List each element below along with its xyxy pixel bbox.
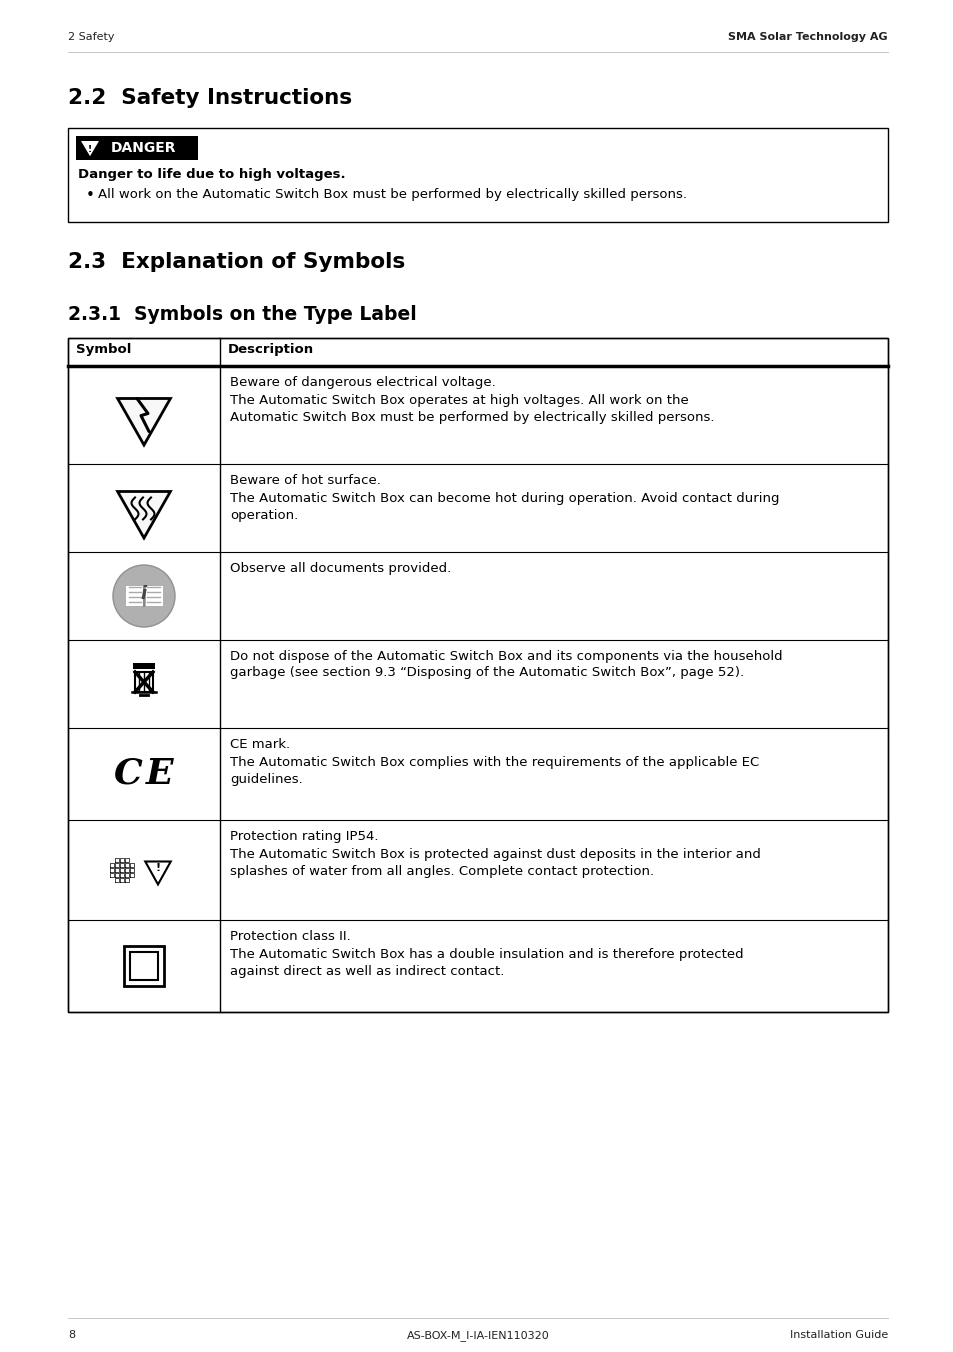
Text: •: • bbox=[86, 188, 94, 203]
Text: AS-BOX-M_I-IA-IEN110320: AS-BOX-M_I-IA-IEN110320 bbox=[406, 1330, 549, 1341]
Text: The Automatic Switch Box operates at high voltages. All work on the
Automatic Sw: The Automatic Switch Box operates at hig… bbox=[230, 393, 714, 425]
Text: DANGER: DANGER bbox=[112, 141, 176, 155]
Bar bbox=[130, 952, 158, 980]
Circle shape bbox=[112, 565, 174, 627]
Text: The Automatic Switch Box complies with the requirements of the applicable EC
gui: The Automatic Switch Box complies with t… bbox=[230, 756, 759, 787]
Text: i: i bbox=[141, 585, 147, 603]
Bar bbox=[132, 662, 154, 669]
Text: Installation Guide: Installation Guide bbox=[789, 1330, 887, 1340]
Text: The Automatic Switch Box is protected against dust deposits in the interior and
: The Automatic Switch Box is protected ag… bbox=[230, 848, 760, 879]
Text: All work on the Automatic Switch Box must be performed by electrically skilled p: All work on the Automatic Switch Box mus… bbox=[98, 188, 686, 201]
Text: Protection rating IP54.: Protection rating IP54. bbox=[230, 830, 378, 844]
Text: Description: Description bbox=[228, 343, 314, 356]
Bar bbox=[68, 128, 887, 222]
Text: !: ! bbox=[155, 863, 160, 873]
Bar bbox=[126, 585, 143, 606]
Text: Observe all documents provided.: Observe all documents provided. bbox=[230, 562, 451, 575]
Text: Do not dispose of the Automatic Switch Box and its components via the household
: Do not dispose of the Automatic Switch B… bbox=[230, 650, 781, 679]
Text: Symbol: Symbol bbox=[76, 343, 132, 356]
Bar bbox=[68, 338, 887, 1013]
Bar bbox=[146, 585, 163, 606]
Text: Protection class II.: Protection class II. bbox=[230, 930, 351, 942]
Text: The Automatic Switch Box has a double insulation and is therefore protected
agai: The Automatic Switch Box has a double in… bbox=[230, 948, 742, 979]
Text: 2.3.1  Symbols on the Type Label: 2.3.1 Symbols on the Type Label bbox=[68, 306, 416, 324]
Text: SMA Solar Technology AG: SMA Solar Technology AG bbox=[727, 32, 887, 42]
Text: Beware of hot surface.: Beware of hot surface. bbox=[230, 475, 380, 487]
Bar bbox=[68, 338, 887, 1013]
Polygon shape bbox=[117, 399, 171, 445]
Text: C: C bbox=[113, 757, 142, 791]
Text: Beware of dangerous electrical voltage.: Beware of dangerous electrical voltage. bbox=[230, 376, 496, 389]
Text: !: ! bbox=[88, 145, 92, 154]
Text: Danger to life due to high voltages.: Danger to life due to high voltages. bbox=[78, 168, 345, 181]
Text: 8: 8 bbox=[68, 1330, 75, 1340]
Bar bbox=[76, 137, 198, 160]
Polygon shape bbox=[117, 492, 171, 538]
Text: The Automatic Switch Box can become hot during operation. Avoid contact during
o: The Automatic Switch Box can become hot … bbox=[230, 492, 779, 522]
Text: 2.2  Safety Instructions: 2.2 Safety Instructions bbox=[68, 88, 352, 108]
Text: E: E bbox=[146, 757, 173, 791]
Text: 2.3  Explanation of Symbols: 2.3 Explanation of Symbols bbox=[68, 251, 405, 272]
Polygon shape bbox=[81, 141, 99, 157]
Bar bbox=[124, 946, 164, 986]
Text: CE mark.: CE mark. bbox=[230, 738, 290, 750]
Text: 2 Safety: 2 Safety bbox=[68, 32, 114, 42]
Bar bbox=[135, 672, 152, 692]
Polygon shape bbox=[145, 861, 171, 884]
